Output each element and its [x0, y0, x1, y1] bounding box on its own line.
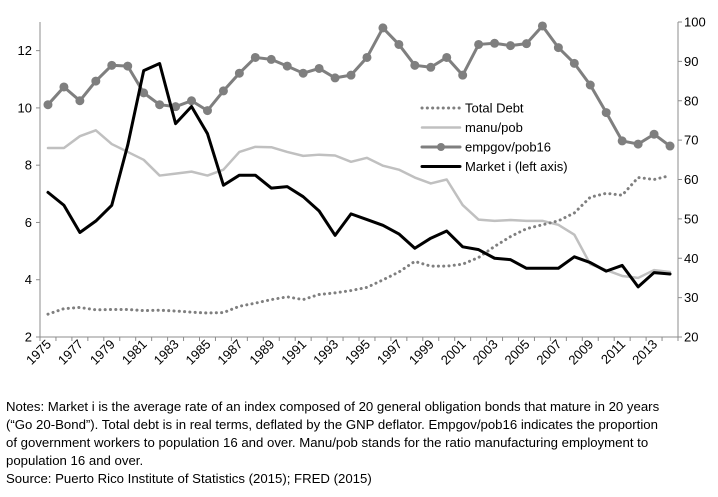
data-point-empgov-pob16 — [378, 23, 388, 33]
data-point-empgov-pob16 — [250, 52, 260, 62]
legend-marker-empgov-pob16 — [437, 143, 445, 151]
x-tick-label: 1981 — [119, 337, 150, 368]
x-tick-label: 1993 — [310, 337, 341, 368]
data-point-empgov-pob16 — [362, 52, 372, 62]
notes-line: Notes: Market i is the average rate of a… — [6, 399, 660, 414]
x-tick-label: 2007 — [533, 337, 564, 368]
notes-line: population 16 and over. — [6, 453, 144, 468]
x-tick-label: 1989 — [246, 337, 277, 368]
left-tick-label: 6 — [25, 215, 32, 230]
data-point-empgov-pob16 — [617, 136, 627, 146]
source-line: Source: Puerto Rico Institute of Statist… — [6, 471, 372, 486]
data-point-empgov-pob16 — [346, 70, 356, 80]
data-point-empgov-pob16 — [75, 96, 85, 106]
x-tick-label: 2009 — [565, 337, 596, 368]
x-tick-label: 2011 — [598, 337, 628, 367]
data-point-empgov-pob16 — [569, 58, 579, 68]
data-point-empgov-pob16 — [442, 52, 452, 62]
data-point-empgov-pob16 — [506, 41, 516, 51]
data-point-empgov-pob16 — [394, 39, 404, 49]
data-point-empgov-pob16 — [234, 68, 244, 78]
right-tick-label: 70 — [684, 133, 698, 148]
left-tick-label: 8 — [25, 158, 32, 173]
data-point-empgov-pob16 — [426, 62, 436, 72]
series-group — [43, 21, 675, 316]
x-tick-label: 1983 — [151, 337, 182, 368]
x-tick-label: 2003 — [470, 337, 501, 368]
x-tick-label: 2001 — [438, 337, 469, 368]
data-point-empgov-pob16 — [601, 108, 611, 118]
left-tick-label: 12 — [18, 43, 32, 58]
legend: Total Debt manu/pob empgov/pob16 Market i (… — [420, 101, 568, 174]
data-point-empgov-pob16 — [107, 60, 117, 70]
data-point-empgov-pob16 — [537, 21, 547, 31]
left-tick-label: 2 — [25, 330, 32, 345]
series-line-manu-pob — [46, 129, 672, 280]
data-point-empgov-pob16 — [298, 68, 308, 78]
data-point-empgov-pob16 — [155, 100, 165, 110]
legend-label-total-debt: Total Debt — [465, 101, 524, 116]
data-point-empgov-pob16 — [553, 43, 563, 53]
x-tick-label: 1979 — [87, 337, 118, 368]
data-point-empgov-pob16 — [91, 76, 101, 86]
notes-block: Notes: Market i is the average rate of a… — [6, 398, 712, 488]
right-tick-label: 40 — [684, 251, 698, 266]
data-point-empgov-pob16 — [633, 139, 643, 149]
right-tick-label: 20 — [684, 330, 698, 345]
x-tick-label: 1977 — [55, 337, 86, 368]
data-point-empgov-pob16 — [314, 63, 324, 73]
legend-label-manu-pob: manu/pob — [465, 120, 523, 135]
right-tick-label: 100 — [684, 15, 706, 30]
legend-label-empgov-pob16: empgov/pob16 — [465, 140, 551, 155]
data-point-empgov-pob16 — [458, 70, 468, 80]
x-tick-label: 2013 — [629, 337, 660, 368]
x-tick-label: 2005 — [502, 337, 533, 368]
data-point-empgov-pob16 — [474, 39, 484, 49]
data-point-empgov-pob16 — [649, 129, 659, 139]
x-tick-label: 1999 — [406, 337, 437, 368]
x-tick-label: 1997 — [374, 337, 405, 368]
x-tick-label: 1987 — [214, 337, 245, 368]
right-tick-label: 60 — [684, 172, 698, 187]
data-point-empgov-pob16 — [330, 73, 340, 83]
right-tick-label: 90 — [684, 54, 698, 69]
series-line-market-i-left-axis — [46, 62, 672, 289]
series-line-empgov-pob16 — [46, 24, 672, 148]
data-point-empgov-pob16 — [43, 100, 53, 110]
data-point-empgov-pob16 — [218, 86, 228, 96]
data-point-empgov-pob16 — [202, 106, 212, 116]
legend-label-market-i-left-axis: Market i (left axis) — [465, 159, 568, 174]
x-tick-label: 1985 — [183, 337, 214, 368]
series-line-total-debt — [46, 174, 672, 316]
data-point-empgov-pob16 — [59, 82, 69, 92]
notes-line: of government workers to population 16 a… — [6, 435, 649, 450]
notes-line: (“Go 20-Bond”). Total debt is in real te… — [6, 417, 658, 432]
x-tick-label: 1995 — [342, 337, 373, 368]
right-tick-label: 50 — [684, 211, 698, 226]
x-tick-label: 1991 — [278, 337, 309, 368]
left-tick-label: 10 — [18, 100, 32, 115]
data-point-empgov-pob16 — [266, 54, 276, 64]
data-point-empgov-pob16 — [521, 39, 531, 49]
left-tick-label: 4 — [25, 272, 32, 287]
right-tick-label: 80 — [684, 93, 698, 108]
right-tick-label: 30 — [684, 290, 698, 305]
data-point-empgov-pob16 — [585, 80, 595, 90]
data-point-empgov-pob16 — [410, 60, 420, 70]
data-point-empgov-pob16 — [665, 141, 675, 151]
data-point-empgov-pob16 — [282, 61, 292, 71]
data-point-empgov-pob16 — [187, 96, 197, 106]
data-point-empgov-pob16 — [490, 38, 500, 48]
data-point-empgov-pob16 — [123, 61, 133, 71]
